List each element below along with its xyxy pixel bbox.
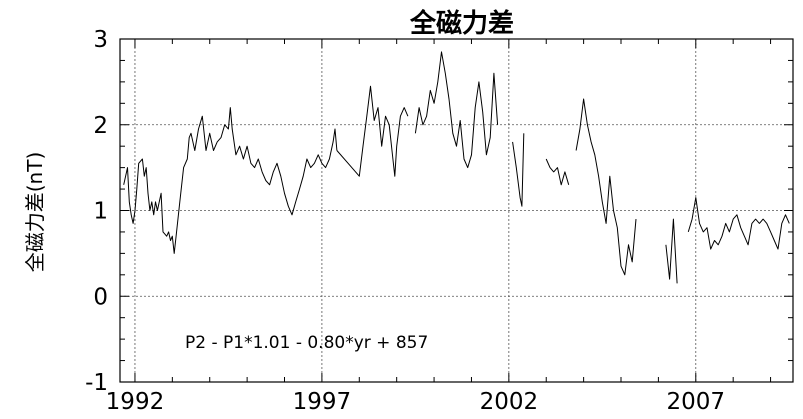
formula-annotation: P2 - P1*1.01 - 0.80*yr + 857 bbox=[185, 333, 428, 353]
y-tick-label: 0 bbox=[93, 284, 108, 310]
x-tick-label: 1992 bbox=[106, 389, 165, 415]
y-tick-label: 3 bbox=[93, 27, 108, 53]
chart-title: 全磁力差 bbox=[409, 8, 514, 39]
data-segment bbox=[336, 85, 409, 177]
grid-lines bbox=[120, 39, 793, 382]
y-axis-label: 全磁力差(nT) bbox=[23, 152, 47, 273]
y-tick-label: 2 bbox=[93, 113, 108, 139]
plot-frame bbox=[119, 38, 794, 383]
data-segment bbox=[512, 133, 525, 207]
data-segment bbox=[545, 158, 570, 186]
data-segment bbox=[414, 51, 499, 169]
data-segment bbox=[575, 98, 637, 276]
x-tick-label: 1997 bbox=[293, 389, 352, 415]
data-segment bbox=[665, 218, 678, 284]
tick-labels: -1 0 1 2 3 1992 1997 2002 2007 bbox=[85, 27, 725, 415]
x-tick-label: 2007 bbox=[667, 389, 726, 415]
series-line bbox=[123, 51, 790, 284]
y-tick-label: 1 bbox=[93, 199, 108, 225]
x-tick-label: 2002 bbox=[480, 389, 539, 415]
data-segment bbox=[687, 197, 790, 250]
y-tick-label: -1 bbox=[85, 370, 108, 396]
data-segment bbox=[123, 107, 338, 254]
